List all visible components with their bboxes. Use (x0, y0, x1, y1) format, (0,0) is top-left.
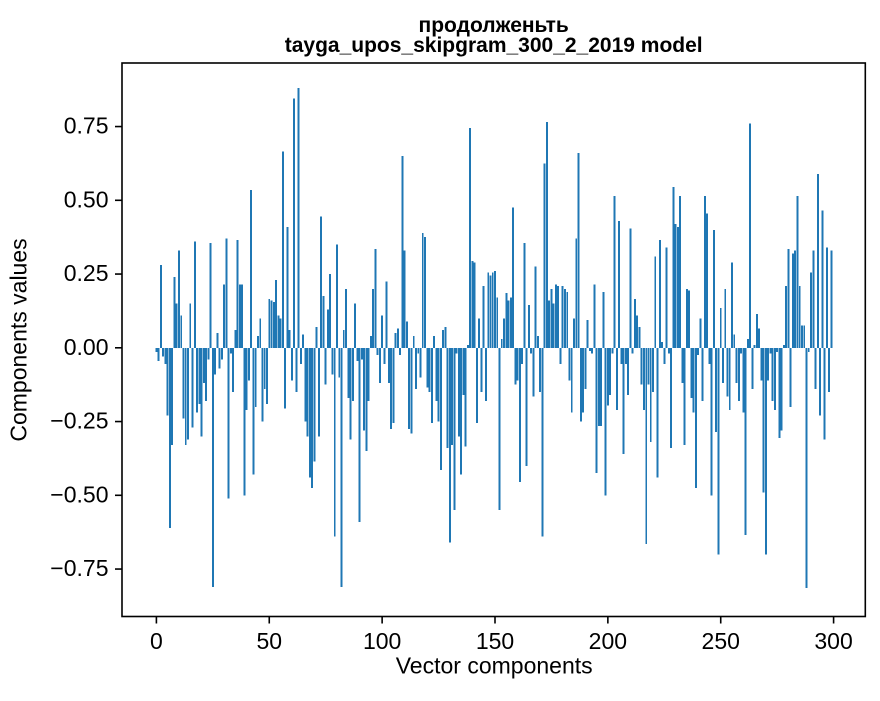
svg-text:Components values: Components values (6, 238, 32, 441)
svg-text:0.25: 0.25 (64, 260, 109, 286)
svg-text:100: 100 (363, 628, 401, 654)
svg-text:tayga_upos_skipgram_300_2_2019: tayga_upos_skipgram_300_2_2019 model (285, 34, 703, 57)
svg-text:0.75: 0.75 (64, 113, 109, 139)
svg-text:0.00: 0.00 (64, 334, 109, 360)
svg-text:200: 200 (589, 628, 627, 654)
svg-text:250: 250 (702, 628, 740, 654)
svg-text:150: 150 (476, 628, 514, 654)
svg-text:−0.25: −0.25 (50, 408, 108, 434)
svg-text:300: 300 (814, 628, 852, 654)
svg-text:50: 50 (256, 628, 282, 654)
svg-text:Vector components: Vector components (396, 653, 593, 679)
svg-text:−0.50: −0.50 (50, 481, 108, 507)
svg-text:продолженьть: продолженьть (419, 14, 569, 37)
svg-text:−0.75: −0.75 (50, 555, 108, 581)
svg-text:0.50: 0.50 (64, 186, 109, 212)
svg-text:0: 0 (150, 628, 163, 654)
